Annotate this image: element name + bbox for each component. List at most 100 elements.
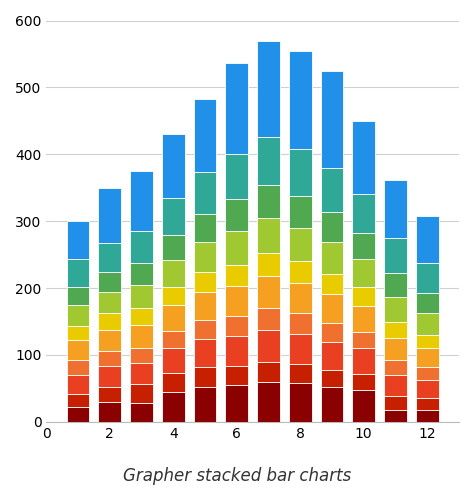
- Bar: [384, 410, 407, 422]
- Bar: [257, 330, 280, 362]
- Bar: [289, 149, 312, 196]
- Bar: [162, 331, 185, 347]
- Bar: [320, 323, 344, 342]
- Bar: [66, 394, 90, 407]
- Bar: [384, 375, 407, 396]
- Bar: [320, 369, 344, 387]
- Bar: [98, 292, 121, 314]
- Bar: [416, 398, 438, 411]
- Bar: [66, 360, 90, 375]
- Bar: [289, 228, 312, 261]
- Bar: [130, 231, 153, 263]
- Bar: [257, 41, 280, 137]
- Bar: [416, 335, 438, 348]
- Bar: [66, 375, 90, 394]
- Bar: [130, 285, 153, 308]
- Bar: [320, 342, 344, 369]
- Bar: [352, 306, 375, 332]
- Bar: [98, 351, 121, 366]
- Bar: [384, 272, 407, 297]
- Bar: [352, 259, 375, 288]
- Bar: [193, 339, 217, 367]
- Bar: [320, 212, 344, 242]
- Bar: [257, 382, 280, 422]
- Bar: [289, 334, 312, 364]
- Bar: [193, 99, 217, 172]
- Bar: [352, 233, 375, 259]
- Bar: [193, 242, 217, 272]
- Bar: [98, 272, 121, 292]
- Bar: [352, 288, 375, 306]
- Bar: [352, 121, 375, 194]
- Bar: [289, 50, 312, 149]
- Bar: [225, 367, 248, 385]
- Bar: [416, 293, 438, 313]
- Bar: [289, 196, 312, 228]
- Bar: [162, 347, 185, 373]
- Bar: [416, 217, 438, 263]
- Bar: [289, 314, 312, 334]
- Bar: [162, 287, 185, 305]
- Bar: [98, 366, 121, 387]
- Bar: [66, 305, 90, 325]
- Bar: [352, 194, 375, 233]
- Bar: [66, 221, 90, 259]
- Bar: [98, 188, 121, 243]
- Bar: [352, 348, 375, 374]
- Bar: [352, 374, 375, 390]
- Bar: [352, 332, 375, 348]
- Bar: [130, 384, 153, 403]
- Bar: [257, 219, 280, 253]
- Bar: [257, 185, 280, 219]
- Bar: [193, 214, 217, 242]
- Bar: [225, 63, 248, 153]
- Bar: [193, 387, 217, 422]
- Bar: [66, 340, 90, 360]
- Bar: [193, 367, 217, 387]
- Bar: [193, 292, 217, 320]
- Bar: [384, 180, 407, 238]
- Bar: [320, 71, 344, 169]
- Bar: [320, 274, 344, 294]
- Bar: [162, 392, 185, 422]
- Bar: [320, 294, 344, 323]
- Bar: [416, 367, 438, 380]
- Bar: [416, 348, 438, 367]
- Bar: [162, 373, 185, 392]
- Bar: [66, 407, 90, 422]
- Bar: [193, 172, 217, 214]
- Bar: [130, 171, 153, 231]
- Bar: [384, 360, 407, 375]
- Bar: [320, 169, 344, 212]
- Bar: [352, 390, 375, 422]
- Bar: [66, 259, 90, 287]
- Bar: [98, 314, 121, 330]
- Bar: [257, 137, 280, 185]
- Bar: [416, 380, 438, 398]
- Bar: [130, 325, 153, 348]
- Bar: [162, 235, 185, 260]
- Bar: [225, 231, 248, 265]
- Bar: [384, 338, 407, 360]
- Bar: [162, 198, 185, 235]
- Text: Grapher stacked bar charts: Grapher stacked bar charts: [123, 467, 351, 485]
- Bar: [162, 305, 185, 331]
- Bar: [225, 336, 248, 367]
- Bar: [416, 313, 438, 335]
- Bar: [257, 362, 280, 382]
- Bar: [257, 253, 280, 276]
- Bar: [98, 330, 121, 351]
- Bar: [384, 238, 407, 272]
- Bar: [384, 297, 407, 322]
- Bar: [225, 153, 248, 199]
- Bar: [98, 387, 121, 402]
- Bar: [130, 363, 153, 384]
- Bar: [225, 199, 248, 231]
- Bar: [225, 385, 248, 422]
- Bar: [98, 243, 121, 272]
- Bar: [320, 242, 344, 274]
- Bar: [289, 261, 312, 283]
- Bar: [66, 287, 90, 305]
- Bar: [130, 348, 153, 363]
- Bar: [320, 387, 344, 422]
